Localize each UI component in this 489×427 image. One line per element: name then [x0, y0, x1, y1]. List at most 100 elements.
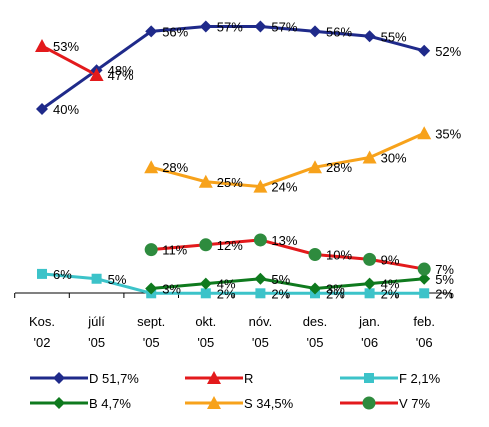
data-point	[200, 288, 211, 299]
legend-item: V 7%	[340, 396, 431, 411]
data-label: 12%	[217, 238, 243, 253]
data-point	[37, 268, 47, 279]
data-point	[89, 68, 104, 82]
data-point	[144, 243, 158, 257]
x-tick-label: júlí	[87, 314, 105, 329]
data-label: 28%	[162, 160, 188, 175]
data-label: 56%	[162, 24, 188, 39]
data-point	[309, 282, 321, 295]
data-label: 3%	[162, 281, 181, 296]
data-point	[144, 160, 159, 174]
x-tick-label: '05	[88, 335, 105, 350]
data-point	[308, 248, 322, 261]
data-label: 4%	[217, 277, 236, 292]
data-label: 4%	[381, 277, 400, 292]
x-tick-label: '05	[143, 335, 160, 350]
x-tick-label: Kos.	[29, 314, 55, 329]
data-point	[417, 262, 431, 276]
data-point	[145, 282, 158, 295]
series-lines	[41, 25, 425, 295]
legend-item: D 51,7%	[30, 371, 139, 386]
data-point	[418, 272, 431, 285]
legend-label: R	[244, 371, 253, 386]
data-point	[254, 272, 267, 285]
legend-marker	[362, 396, 376, 410]
data-label: 6%	[53, 267, 72, 282]
data-label: 13%	[271, 233, 297, 248]
data-label: 56%	[326, 24, 352, 39]
x-tick-label: '06	[361, 335, 378, 350]
x-tick-label: '05	[307, 335, 324, 350]
legend-label: F 2,1%	[399, 371, 441, 386]
x-tick-label: sept.	[137, 314, 165, 329]
data-point	[308, 160, 322, 174]
legend-marker	[53, 397, 65, 409]
series-line	[151, 277, 425, 290]
data-point	[362, 150, 377, 164]
data-label: 30%	[381, 151, 407, 166]
data-label: 5%	[108, 272, 127, 287]
legend-marker	[207, 396, 221, 409]
x-tick-label: okt.	[195, 314, 216, 329]
legend-label: V 7%	[399, 396, 431, 411]
legend: D 51,7% R F 2,1% B 4,7% S 34,5% V 7%	[30, 371, 441, 411]
data-label: 2%	[271, 286, 290, 301]
legend-label: B 4,7%	[89, 396, 131, 411]
data-point	[199, 20, 212, 33]
data-label: 10%	[326, 248, 352, 263]
data-label: 53%	[53, 39, 79, 54]
data-label: 5%	[435, 272, 454, 287]
data-point	[255, 288, 266, 299]
data-label: 24%	[271, 180, 297, 195]
data-point	[145, 25, 158, 38]
data-point	[199, 238, 213, 252]
legend-item: S 34,5%	[185, 396, 294, 411]
data-label: 7%	[435, 262, 454, 277]
x-tick-label: jan.	[358, 314, 380, 329]
data-point	[364, 288, 375, 299]
x-tick-label: '05	[197, 335, 214, 350]
legend-marker	[53, 372, 65, 384]
series-line	[41, 44, 98, 77]
data-point	[363, 30, 376, 43]
data-label: 5%	[271, 272, 290, 287]
data-point	[199, 277, 212, 290]
data-label: 25%	[217, 175, 243, 190]
data-label: 57%	[271, 20, 297, 35]
data-point	[198, 174, 213, 188]
legend-item: B 4,7%	[30, 396, 131, 411]
legend-label: S 34,5%	[244, 396, 294, 411]
data-point	[253, 179, 268, 193]
data-label: 35%	[435, 126, 461, 141]
x-tick-label: '05	[252, 335, 269, 350]
data-label: 2%	[381, 286, 400, 301]
data-label: 2%	[326, 286, 345, 301]
data-label: 2%	[435, 286, 454, 301]
data-point	[419, 288, 430, 299]
data-labels: 40%48%56% 57% 57% 56% 55%52%53%47%6% 5%2% 2% 2%…	[53, 20, 462, 302]
data-point	[309, 25, 321, 38]
legend-item: F 2,1%	[340, 371, 441, 386]
x-tick-labels: Kos. '02 júlí '05 sept. '05 okt. '05 nóv. '05 des.…	[29, 314, 435, 350]
x-tick-label: '06	[416, 335, 433, 350]
data-point	[254, 20, 267, 33]
data-label: 52%	[435, 44, 461, 59]
legend-marker	[207, 371, 221, 384]
data-point	[363, 252, 377, 266]
data-point	[253, 233, 267, 247]
series-line	[41, 272, 425, 295]
x-tick-label: des.	[303, 314, 328, 329]
data-label: 3%	[326, 281, 345, 296]
x-tick-label: feb.	[413, 314, 435, 329]
x-tick-label: nóv.	[249, 314, 273, 329]
data-point	[417, 126, 432, 140]
data-point	[36, 103, 48, 115]
data-point	[91, 273, 102, 284]
data-label: 2%	[217, 286, 236, 301]
data-point	[35, 38, 49, 52]
data-point	[363, 277, 376, 290]
data-label: 57%	[217, 20, 243, 35]
x-tick-label: '02	[34, 335, 51, 350]
series-line	[41, 25, 425, 111]
